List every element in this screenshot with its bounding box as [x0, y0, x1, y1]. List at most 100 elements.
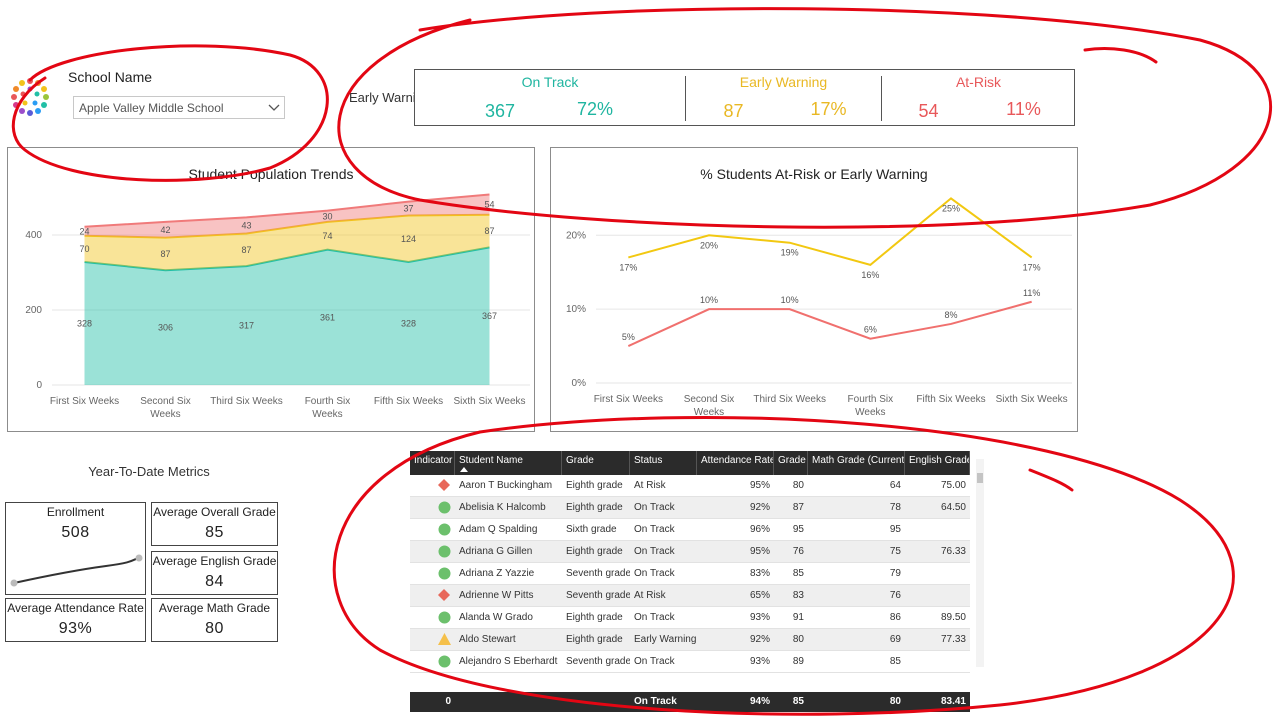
y-tick-label: 10% [566, 304, 586, 315]
status-indicator [438, 479, 450, 491]
table-cell: 86 [889, 612, 901, 623]
column-header[interactable]: Student Name [455, 451, 562, 475]
line [628, 197, 1033, 266]
x-tick-label: First Six Weeks [593, 394, 663, 405]
data-label: 328 [401, 319, 416, 329]
status-indicator [438, 545, 451, 558]
x-tick-label: Third Six Weeks [753, 394, 826, 405]
metric-card: Average Attendance Rate 93% [5, 598, 146, 642]
total-cell: On Track [634, 696, 677, 707]
table-cell: Alanda W Grado [459, 612, 533, 623]
table-cell: Early Warning [634, 634, 697, 645]
column-header[interactable]: English Grade [905, 451, 970, 475]
card-label: Average Math Grade [158, 601, 271, 615]
metric-card: Average Overall Grade 85 [151, 502, 278, 546]
table-cell: Eighth grade [566, 634, 623, 645]
x-tick-label: Third Six Weeks [210, 396, 283, 407]
x-tick-label: Sixth Six Weeks [995, 394, 1068, 405]
table-cell: Sixth grade [566, 524, 617, 535]
table-cell: 95% [749, 480, 770, 491]
total-cell: 85 [792, 696, 804, 707]
table-cell: Aaron T Buckingham [459, 480, 553, 491]
x-tick-label: Second Six Weeks [140, 396, 191, 420]
x-tick-label: Fourth Six Weeks [304, 396, 351, 420]
card-label: Average English Grade [152, 554, 277, 568]
table-cell: 93% [749, 656, 770, 667]
area [84, 247, 490, 385]
scroll-thumb[interactable] [977, 473, 983, 483]
table-cell: 91 [792, 612, 804, 623]
scrollbar [976, 459, 984, 667]
status-indicator [438, 655, 451, 668]
table-cell: Abelisia K Halcomb [459, 502, 546, 513]
table-cell: 75.00 [940, 480, 966, 491]
table-cell: On Track [634, 568, 675, 579]
table-cell: On Track [634, 524, 675, 535]
data-label: 6% [864, 325, 877, 335]
table-cell: 95 [889, 524, 901, 535]
table-cell: Adriana Z Yazzie [459, 568, 535, 579]
card-value: 508 [61, 524, 90, 541]
data-label: 11% [1023, 288, 1040, 298]
data-label: 20% [700, 240, 718, 250]
table-cell: 89 [792, 656, 804, 667]
column-header[interactable]: Math Grade (Current) [808, 451, 905, 475]
table-cell: 83 [792, 590, 804, 601]
chart-title: Student Population Trends [188, 166, 353, 182]
table-cell: 93% [749, 612, 770, 623]
column-header[interactable]: Indicator [410, 451, 455, 475]
table-cell: On Track [634, 546, 675, 557]
data-label: 70 [79, 244, 89, 254]
table-cell: 80 [792, 480, 804, 491]
data-label: 17% [619, 262, 637, 272]
table-cell: 77.33 [940, 634, 966, 645]
column-header[interactable]: Attendance Rate [697, 451, 774, 475]
x-tick-label: Fifth Six Weeks [916, 394, 986, 405]
table-cell: Eighth grade [566, 480, 623, 491]
table-cell: 69 [889, 634, 901, 645]
table-cell: 76 [889, 590, 901, 601]
data-label: 24 [79, 226, 89, 236]
chart-title: % Students At-Risk or Early Warning [700, 166, 927, 182]
data-label: 43 [241, 220, 251, 230]
data-label: 87 [484, 226, 494, 236]
table-cell: 89.50 [940, 612, 966, 623]
table-cell: 64 [889, 480, 901, 491]
table-cell: 92% [749, 634, 770, 645]
status-indicator [438, 523, 451, 536]
table-cell: Adrienne W Pitts [459, 590, 534, 601]
status-indicator [438, 611, 451, 624]
column-header[interactable]: Status [630, 451, 697, 475]
metric-card: Average Math Grade 80 [151, 598, 278, 642]
area-line [84, 246, 490, 272]
card-value: 93% [58, 620, 93, 637]
data-label: 87 [160, 249, 170, 259]
table-cell: 85 [792, 568, 804, 579]
table-cell: 92% [749, 502, 770, 513]
student-table: Indicator Student Name Grade Status Attendan… [410, 451, 985, 712]
data-label: 328 [77, 319, 92, 329]
total-cell: 94% [749, 696, 770, 707]
column-header[interactable]: Grade [562, 451, 630, 475]
table-cell: 78 [889, 502, 901, 513]
data-label: 306 [158, 323, 173, 333]
y-tick-label: 200 [25, 305, 42, 316]
metric-card: Average English Grade 84 [151, 551, 278, 595]
column-header[interactable]: Grade [774, 451, 808, 475]
table-cell: 85 [889, 656, 901, 667]
data-label: 37 [403, 204, 413, 214]
data-label: 74 [322, 231, 332, 241]
table-cell: On Track [634, 612, 675, 623]
metric-card: Enrollment 508 [5, 502, 146, 595]
table-cell: 96% [749, 524, 770, 535]
x-tick-label: Sixth Six Weeks [453, 396, 526, 407]
data-label: 8% [944, 310, 957, 320]
table-cell: Eighth grade [566, 546, 623, 557]
card-value: 80 [205, 620, 224, 637]
total-cell: 80 [889, 696, 901, 707]
y-tick-label: 0 [36, 380, 42, 391]
data-label: 367 [482, 311, 497, 321]
ytd-title: Year-To-Date Metrics [88, 464, 210, 479]
status-indicator [438, 633, 451, 645]
table-cell: 79 [889, 568, 901, 579]
